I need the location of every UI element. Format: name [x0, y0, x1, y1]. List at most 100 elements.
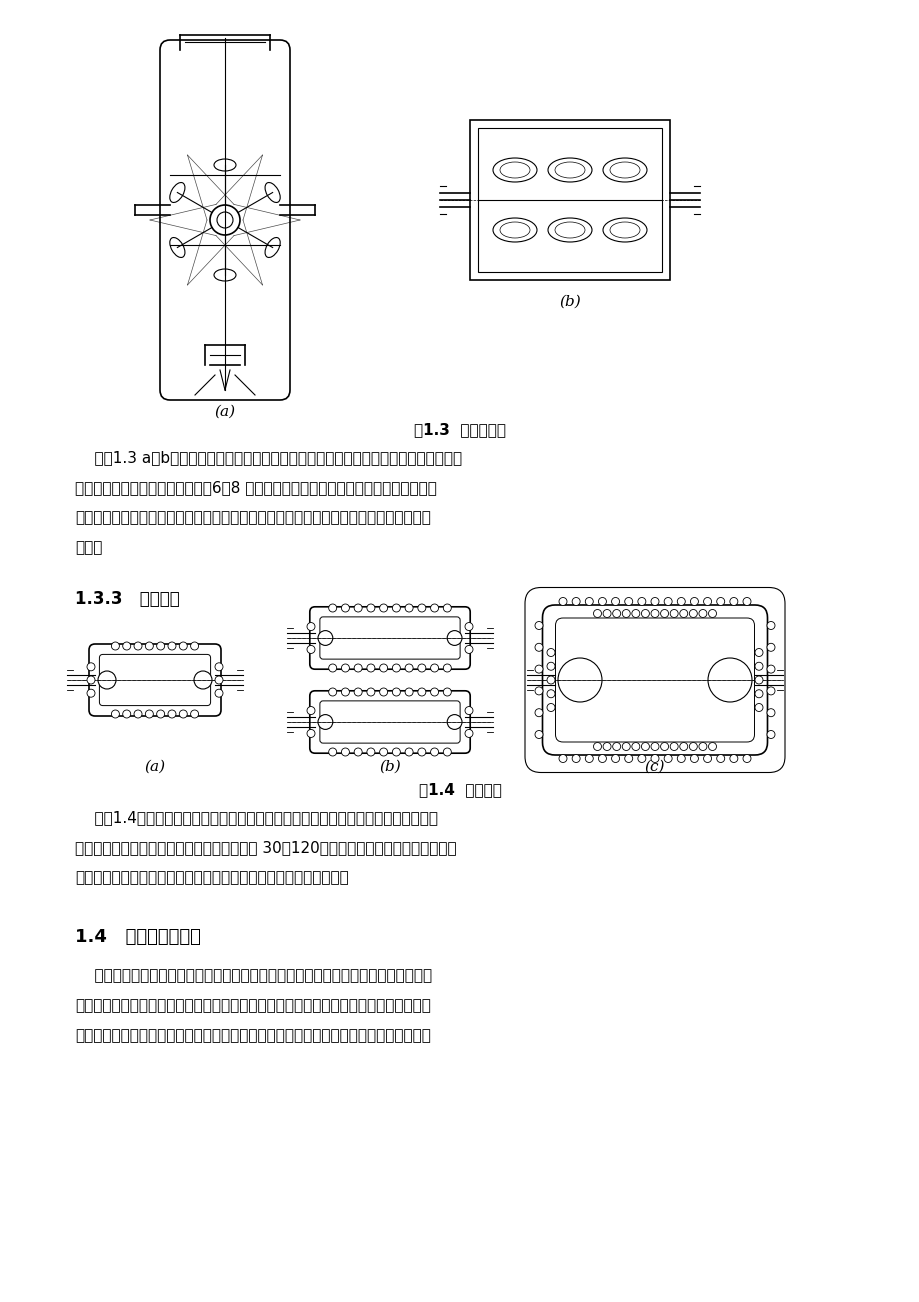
Circle shape	[593, 609, 601, 617]
Circle shape	[621, 609, 630, 617]
Ellipse shape	[170, 182, 185, 203]
Circle shape	[708, 742, 716, 750]
Circle shape	[698, 609, 706, 617]
Text: 如图1.4所示，包括单环链和多环链，链环形式可有多种变化，适用于刀库容量较大: 如图1.4所示，包括单环链和多环链，链环形式可有多种变化，适用于刀库容量较大	[75, 810, 437, 825]
Circle shape	[443, 749, 451, 756]
Circle shape	[593, 742, 601, 750]
Circle shape	[464, 707, 472, 715]
Circle shape	[443, 664, 451, 672]
Circle shape	[111, 710, 119, 717]
Circle shape	[215, 689, 222, 697]
Circle shape	[391, 664, 400, 672]
Circle shape	[597, 754, 606, 763]
Circle shape	[122, 642, 130, 650]
Ellipse shape	[214, 270, 236, 281]
Circle shape	[572, 598, 580, 605]
Circle shape	[641, 742, 649, 750]
Circle shape	[145, 642, 153, 650]
Circle shape	[676, 598, 685, 605]
Circle shape	[367, 664, 374, 672]
Circle shape	[354, 604, 362, 612]
Circle shape	[559, 598, 566, 605]
Circle shape	[651, 598, 658, 605]
Circle shape	[354, 664, 362, 672]
Circle shape	[669, 609, 677, 617]
Circle shape	[660, 742, 668, 750]
Circle shape	[624, 598, 632, 605]
Circle shape	[729, 598, 737, 605]
Circle shape	[597, 598, 606, 605]
Circle shape	[698, 742, 706, 750]
Circle shape	[464, 622, 472, 630]
Circle shape	[404, 664, 413, 672]
Circle shape	[328, 604, 336, 612]
Circle shape	[689, 598, 698, 605]
Circle shape	[215, 663, 222, 671]
Bar	[470, 120, 669, 280]
Circle shape	[754, 676, 762, 684]
Ellipse shape	[265, 182, 280, 203]
Circle shape	[341, 687, 349, 697]
Circle shape	[156, 710, 165, 717]
Circle shape	[621, 742, 630, 750]
Circle shape	[572, 754, 580, 763]
Text: 中心和钻削中心。在钻削中心储刀位置即主轴，其外部结构紧凑但内部构造复杂，精度要: 中心和钻削中心。在钻削中心储刀位置即主轴，其外部结构紧凑但内部构造复杂，精度要	[75, 510, 430, 525]
Circle shape	[535, 730, 542, 738]
Circle shape	[443, 604, 451, 612]
Ellipse shape	[602, 158, 646, 182]
Circle shape	[547, 703, 554, 711]
Ellipse shape	[214, 159, 236, 171]
Circle shape	[612, 742, 620, 750]
Circle shape	[651, 742, 658, 750]
Text: 求高。: 求高。	[75, 540, 102, 555]
Circle shape	[641, 609, 649, 617]
Circle shape	[754, 703, 762, 711]
Circle shape	[430, 664, 438, 672]
Circle shape	[391, 687, 400, 697]
Text: (b): (b)	[379, 760, 401, 773]
Circle shape	[637, 754, 645, 763]
Circle shape	[535, 708, 542, 716]
Circle shape	[754, 648, 762, 656]
Circle shape	[559, 754, 566, 763]
Circle shape	[391, 604, 400, 612]
Circle shape	[341, 749, 349, 756]
Circle shape	[179, 642, 187, 650]
Circle shape	[190, 642, 199, 650]
Circle shape	[547, 676, 554, 684]
Bar	[478, 128, 662, 272]
Circle shape	[535, 621, 542, 629]
Text: 刀装置。刀库换刀，按照换刀过程有无机械手参与，分成有机械手换刀和无机械手换刀两: 刀装置。刀库换刀，按照换刀过程有无机械手参与，分成有机械手换刀和无机械手换刀两	[75, 999, 430, 1013]
Circle shape	[754, 663, 762, 671]
Circle shape	[87, 663, 95, 671]
Circle shape	[766, 665, 774, 673]
Circle shape	[688, 609, 697, 617]
Circle shape	[447, 715, 461, 729]
Circle shape	[430, 604, 438, 612]
Circle shape	[215, 676, 222, 684]
Circle shape	[122, 710, 130, 717]
Circle shape	[664, 754, 672, 763]
Circle shape	[603, 609, 610, 617]
Ellipse shape	[170, 237, 185, 258]
Ellipse shape	[548, 158, 591, 182]
Circle shape	[535, 665, 542, 673]
Circle shape	[156, 642, 165, 650]
FancyBboxPatch shape	[160, 40, 289, 400]
Circle shape	[708, 658, 751, 702]
Circle shape	[391, 749, 400, 756]
Circle shape	[447, 630, 461, 646]
Circle shape	[145, 710, 153, 717]
Text: 无换刀臂，储刀数量有限，通常为6～8 把。一般仅用于轻便而简单的机型。常见于车削: 无换刀臂，储刀数量有限，通常为6～8 把。一般仅用于轻便而简单的机型。常见于车削	[75, 480, 437, 495]
Circle shape	[631, 609, 639, 617]
FancyBboxPatch shape	[542, 605, 766, 755]
Circle shape	[367, 749, 374, 756]
Circle shape	[307, 729, 314, 737]
FancyBboxPatch shape	[89, 644, 221, 716]
Circle shape	[689, 754, 698, 763]
Circle shape	[380, 604, 387, 612]
Ellipse shape	[548, 217, 591, 242]
Circle shape	[430, 749, 438, 756]
Circle shape	[134, 642, 142, 650]
Circle shape	[631, 742, 639, 750]
